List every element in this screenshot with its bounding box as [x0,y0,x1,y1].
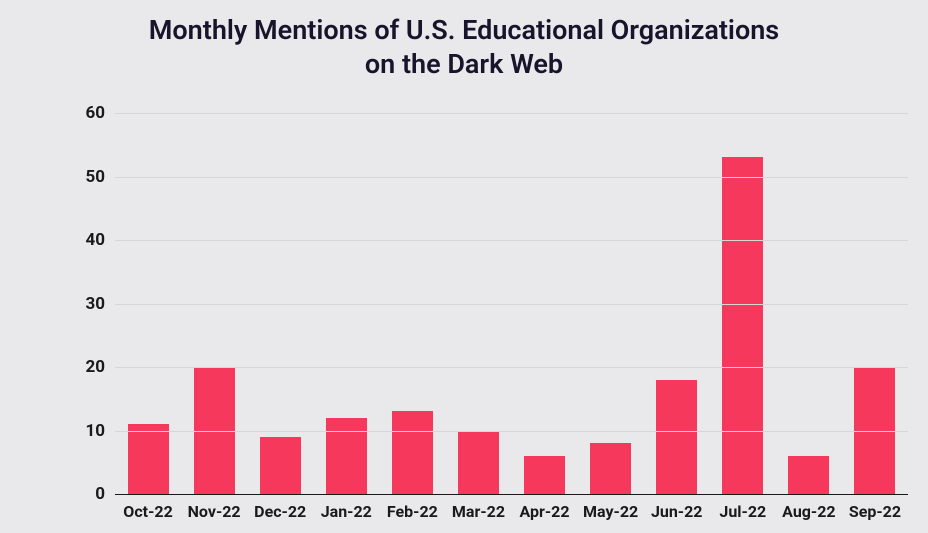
grid-line [115,113,908,114]
y-axis-tick-label: 30 [85,294,115,314]
grid-line [115,367,908,368]
x-axis-tick-label: May-22 [583,494,638,521]
x-axis-tick-label: Oct-22 [123,494,172,521]
bar [128,424,169,494]
y-axis-tick-label: 0 [95,484,115,504]
y-axis-tick-label: 50 [85,167,115,187]
bar [260,437,301,494]
chart-title-line1: Monthly Mentions of U.S. Educational Org… [0,14,928,48]
x-axis-tick-label: Aug-22 [782,494,835,521]
bar [524,456,565,494]
grid-line [115,431,908,432]
grid-line [115,304,908,305]
bar [656,380,697,494]
y-axis-tick-label: 40 [85,230,115,250]
bar [590,443,631,494]
plot-area: 0102030405060Oct-22Nov-22Dec-22Jan-22Feb… [115,113,908,494]
chart-container: Monthly Mentions of U.S. Educational Org… [0,0,928,533]
x-axis-tick-label: Apr-22 [520,494,570,521]
bar [392,411,433,494]
x-axis-tick-label: Jun-22 [651,494,703,521]
bar [458,431,499,495]
x-axis-tick-label: Sep-22 [849,494,901,521]
x-axis-tick-label: Nov-22 [188,494,241,521]
chart-title: Monthly Mentions of U.S. Educational Org… [0,14,928,82]
x-axis-tick-label: Dec-22 [254,494,306,521]
grid-line [115,240,908,241]
y-axis-tick-label: 10 [85,421,115,441]
bar [722,157,763,494]
chart-title-line2: on the Dark Web [0,48,928,82]
bar [326,418,367,494]
y-axis-tick-label: 60 [85,103,115,123]
x-axis-tick-label: Jan-22 [321,494,372,521]
bar [788,456,829,494]
x-axis-tick-label: Feb-22 [387,494,438,521]
grid-line [115,177,908,178]
y-axis-tick-label: 20 [85,357,115,377]
x-axis-tick-label: Jul-22 [719,494,766,521]
x-axis-tick-label: Mar-22 [452,494,505,521]
